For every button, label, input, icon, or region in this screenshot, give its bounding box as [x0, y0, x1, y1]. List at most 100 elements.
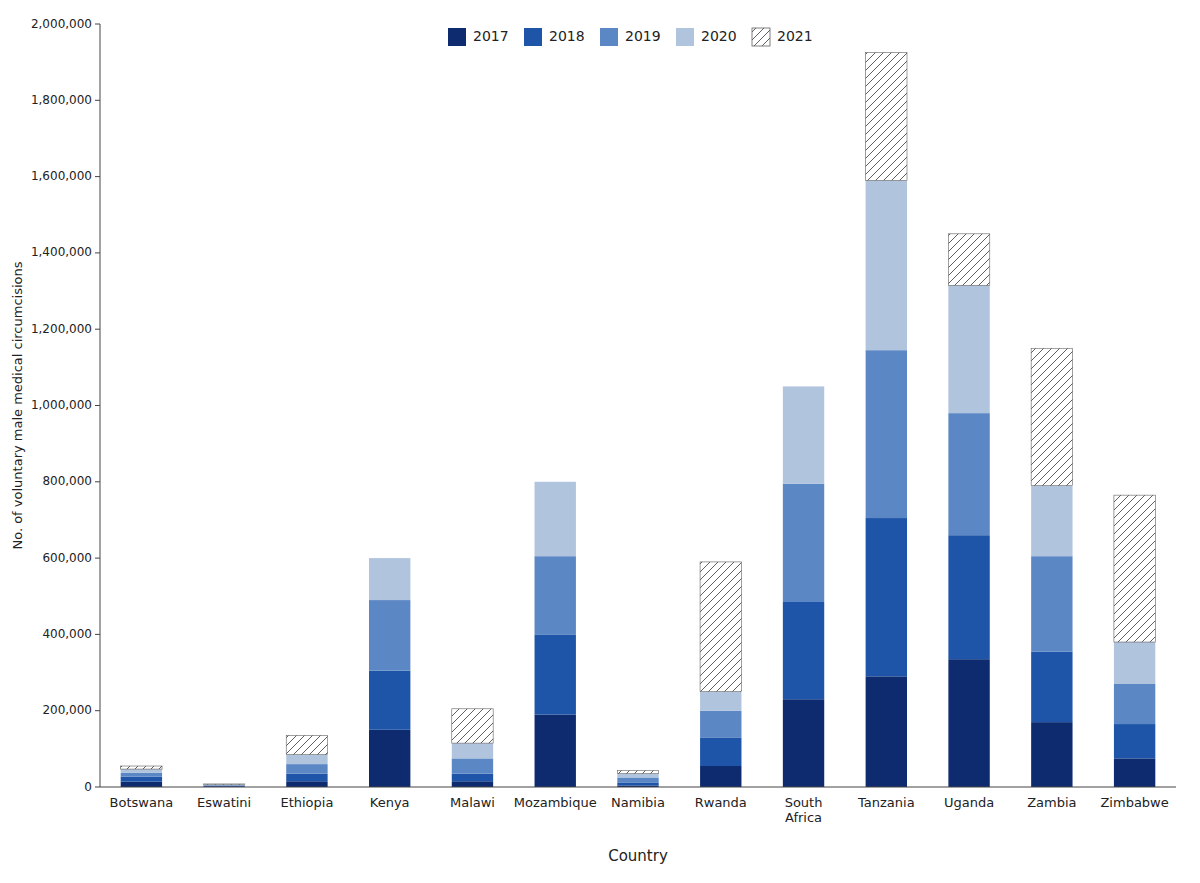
x-tick-label: Namibia — [611, 795, 665, 810]
x-tick-label: Botswana — [110, 795, 174, 810]
bar-segment — [121, 782, 162, 787]
legend-label: 2019 — [625, 28, 661, 44]
bar-segment — [452, 781, 493, 787]
bar-segment — [452, 743, 493, 758]
bar-segment — [535, 556, 576, 634]
bar-segment — [700, 562, 741, 692]
y-tick — [95, 100, 100, 101]
bar-segment — [203, 783, 244, 785]
series-2020 — [121, 180, 1156, 785]
bar-segment — [1114, 724, 1155, 758]
bar-segment — [286, 735, 327, 754]
bar-segment — [452, 709, 493, 743]
bar-segment — [617, 771, 658, 774]
bar-segment — [121, 766, 162, 769]
y-tick — [95, 252, 100, 253]
series-2017 — [121, 659, 1156, 787]
y-tick-label: 1,000,000 — [31, 398, 92, 412]
bar-segment — [286, 781, 327, 787]
y-tick — [95, 176, 100, 177]
bar-segment — [121, 769, 162, 773]
bar-segment — [1031, 486, 1072, 557]
y-tick-label: 1,400,000 — [31, 245, 92, 259]
series-2021 — [121, 53, 1156, 785]
bar-segment — [535, 482, 576, 556]
bar-segment — [369, 730, 410, 787]
bar-segment — [783, 386, 824, 387]
bar-segment — [369, 558, 410, 559]
legend-swatch — [600, 28, 618, 46]
x-tick-label: Eswatini — [197, 795, 251, 810]
y-tick-label: 1,800,000 — [31, 93, 92, 107]
bar-segment — [369, 558, 410, 600]
bar-segment — [617, 777, 658, 782]
legend-swatch — [676, 28, 694, 46]
legend-swatch — [448, 28, 466, 46]
axes: 0200,000400,000600,000800,0001,000,0001,… — [31, 17, 1176, 826]
bar-segment — [866, 676, 907, 787]
y-tick-label: 800,000 — [42, 474, 92, 488]
x-tick-label: Tanzania — [857, 795, 915, 810]
bar-segment — [452, 774, 493, 782]
bar-segment — [866, 180, 907, 350]
y-tick — [95, 710, 100, 711]
bar-segment — [783, 602, 824, 699]
bar-segment — [535, 715, 576, 787]
x-axis-line — [100, 787, 1176, 788]
bar-segment — [535, 481, 576, 482]
y-tick — [95, 558, 100, 559]
x-tick-label: Uganda — [944, 795, 994, 810]
bar-segment — [1031, 652, 1072, 723]
y-tick-label: 200,000 — [42, 703, 92, 717]
bar-segment — [286, 774, 327, 782]
bar-segment — [1031, 348, 1072, 485]
x-tick-label: Zambia — [1027, 795, 1076, 810]
bar-segment — [203, 784, 244, 786]
bar-segment — [1031, 722, 1072, 787]
x-tick-label: Kenya — [370, 795, 410, 810]
x-tick-label: Ethiopia — [280, 795, 333, 810]
bar-segment — [866, 350, 907, 518]
bar-segment — [369, 671, 410, 730]
bar-segment — [948, 535, 989, 659]
bar-segment — [783, 386, 824, 483]
bar-segment — [948, 413, 989, 535]
bar-segment — [700, 692, 741, 711]
y-tick — [95, 405, 100, 406]
chart: 0200,000400,000600,000800,0001,000,0001,… — [0, 0, 1200, 883]
bar-segment — [121, 773, 162, 777]
bars — [121, 53, 1156, 787]
bar-segment — [1114, 758, 1155, 787]
y-axis-label: No. of voluntary male medical circumcisi… — [10, 261, 25, 549]
y-tick-label: 1,600,000 — [31, 169, 92, 183]
x-tick-label: Zimbabwe — [1100, 795, 1168, 810]
bar-segment — [1114, 495, 1155, 642]
legend-label: 2017 — [473, 28, 509, 44]
bar-segment — [700, 737, 741, 766]
y-tick-label: 1,200,000 — [31, 322, 92, 336]
legend-swatch — [752, 28, 770, 46]
bar-segment — [783, 484, 824, 602]
legend-label: 2021 — [777, 28, 813, 44]
legend-label: 2020 — [701, 28, 737, 44]
bar-segment — [1114, 642, 1155, 684]
bar-segment — [700, 766, 741, 787]
y-tick — [95, 787, 100, 788]
bar-segment — [286, 755, 327, 765]
bar-segment — [1114, 684, 1155, 724]
series-2018 — [121, 518, 1156, 786]
bar-segment — [286, 764, 327, 774]
y-tick — [95, 481, 100, 482]
y-tick-label: 400,000 — [42, 627, 92, 641]
bar-segment — [203, 785, 244, 787]
bar-segment — [617, 774, 658, 778]
series-2019 — [121, 350, 1156, 785]
bar-segment — [948, 659, 989, 787]
y-tick-label: 0 — [84, 780, 92, 794]
bar-segment — [1031, 556, 1072, 651]
bar-segment — [369, 600, 410, 671]
x-tick-label: Malawi — [450, 795, 495, 810]
legend-swatch — [524, 28, 542, 46]
y-tick — [95, 634, 100, 635]
legend: 20172018201920202021 — [448, 28, 813, 46]
